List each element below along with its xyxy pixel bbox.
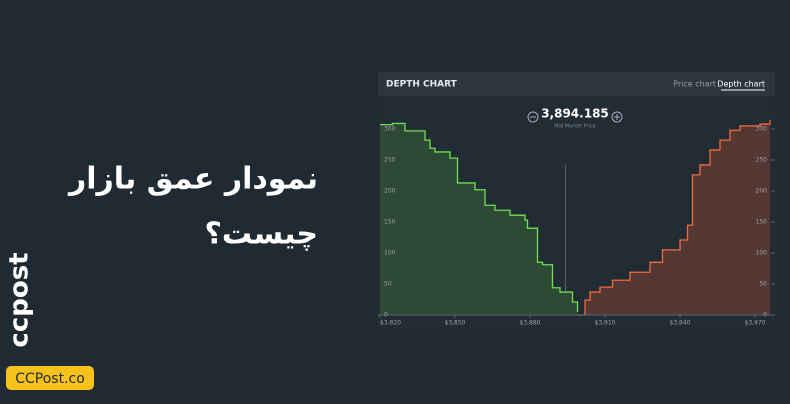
y-tick-label: 150 bbox=[756, 219, 768, 226]
y-tick-label: 50 bbox=[384, 281, 392, 288]
x-tick-label: $3,850 bbox=[445, 320, 466, 327]
mid-price: 3,894.185 bbox=[541, 107, 609, 121]
y-tick-label: 150 bbox=[384, 219, 396, 226]
panel: DEPTH CHART Price chart Depth chart 3,89… bbox=[378, 72, 775, 330]
headline: چیست؟ bbox=[204, 217, 318, 252]
panel-header bbox=[378, 72, 775, 96]
depth-line bbox=[577, 119, 771, 316]
zoom-out[interactable] bbox=[527, 111, 539, 123]
x-tick-label: $3,820 bbox=[380, 320, 401, 327]
zoom-in-icon bbox=[614, 114, 620, 120]
y-tick-label: 300 bbox=[756, 126, 768, 133]
x-tick-label: $3,910 bbox=[595, 320, 616, 327]
x-tick-label: $3,970 bbox=[745, 320, 766, 327]
badge-bg bbox=[6, 366, 94, 390]
y-tick-label: 250 bbox=[384, 157, 396, 164]
tab[interactable]: Price chart bbox=[673, 80, 716, 89]
y-tick-label: 50 bbox=[759, 281, 767, 288]
y-tick-label: 100 bbox=[384, 250, 396, 257]
panel-title: DEPTH CHART bbox=[386, 80, 458, 90]
headline: نمودار عمق بازار bbox=[67, 162, 318, 197]
x-tick-label: $3,880 bbox=[520, 320, 541, 327]
y-tick-label: 200 bbox=[756, 188, 768, 195]
y-tick-label: 300 bbox=[384, 126, 396, 133]
y-tick-label: 0 bbox=[763, 312, 767, 319]
zoom-in[interactable] bbox=[611, 111, 623, 123]
depth-area bbox=[380, 123, 578, 315]
x-tick-label: $3,940 bbox=[670, 320, 691, 327]
badge: CCPost.co bbox=[15, 371, 85, 387]
tab[interactable]: Depth chart bbox=[717, 80, 765, 89]
depth-line bbox=[380, 122, 579, 312]
depth-area bbox=[577, 119, 770, 315]
y-tick-label: 100 bbox=[756, 250, 768, 257]
mid-price-caption: Mid Market Price bbox=[554, 124, 595, 130]
y-tick-label: 250 bbox=[756, 157, 768, 164]
logo: ccpost bbox=[5, 252, 35, 347]
y-tick-label: 0 bbox=[384, 312, 388, 319]
y-tick-label: 200 bbox=[384, 188, 396, 195]
